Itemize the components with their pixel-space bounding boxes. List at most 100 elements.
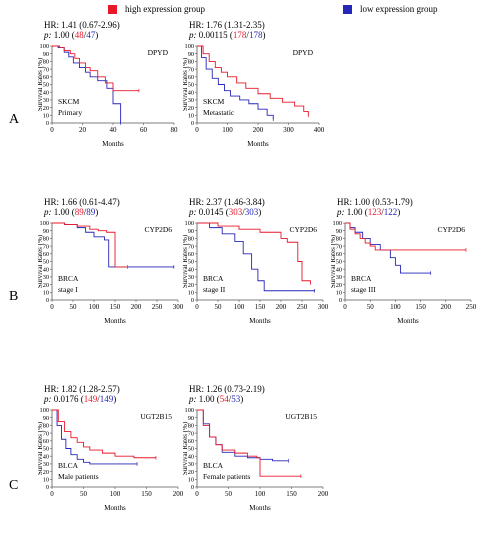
p-label: p: xyxy=(337,207,345,217)
x-tick-label: 150 xyxy=(286,490,297,498)
km-panel-5: HR: 1.00 (0.53-1.79) p: 1.00 (123/122) 0 10… xyxy=(331,197,481,332)
high-survival-curve xyxy=(52,222,128,268)
y-tick-label: 40 xyxy=(43,453,49,460)
x-tick-label: 50 xyxy=(70,303,78,311)
p-value-line: p: 0.0145 (303/303) xyxy=(189,207,261,217)
x-axis-label: Months xyxy=(104,504,126,512)
y-tick-label: 10 xyxy=(188,113,194,120)
y-tick-label: 30 xyxy=(43,97,49,104)
y-tick-label: 50 xyxy=(43,446,49,453)
n-low: 303 xyxy=(244,207,259,217)
n-low: 149 xyxy=(99,394,114,404)
hazard-ratio: HR: 1.82 (1.28-2.57) xyxy=(44,384,120,394)
y-tick-label: 30 xyxy=(43,461,49,468)
y-tick-label: 50 xyxy=(43,259,49,266)
y-tick-label: 60 xyxy=(188,438,194,445)
p-value: 0.00115 ( xyxy=(196,30,233,40)
x-axis-label: Months xyxy=(249,504,271,512)
cohort-label: BRCA xyxy=(351,274,372,283)
y-tick-label: 90 xyxy=(188,51,194,58)
low-survival-curve xyxy=(345,222,431,274)
y-tick-label: 0 xyxy=(191,120,194,127)
low-swatch xyxy=(343,4,352,14)
y-tick-label: 20 xyxy=(336,282,342,289)
y-tick-label: 30 xyxy=(188,97,194,104)
p-label: p: xyxy=(44,30,52,40)
cohort-label: BRCA xyxy=(58,274,79,283)
km-panel-6: HR: 1.82 (1.28-2.57) p: 0.0176 (149/149) 0… xyxy=(38,384,188,519)
gene-label: DPYD xyxy=(293,48,314,57)
n-low: 122 xyxy=(383,207,398,217)
gene-label: UGT2B15 xyxy=(140,412,172,421)
y-tick-label: 90 xyxy=(188,415,194,422)
x-tick-label: 50 xyxy=(367,303,375,311)
y-tick-label: 100 xyxy=(185,407,194,414)
subgroup-label: stage II xyxy=(203,285,226,294)
y-tick-label: 80 xyxy=(188,236,194,243)
n-sep: / xyxy=(83,207,87,217)
subgroup-label: Female patients xyxy=(203,472,250,481)
x-tick-label: 40 xyxy=(110,126,118,134)
y-tick-label: 100 xyxy=(40,43,49,50)
y-tick-label: 70 xyxy=(188,66,194,73)
y-tick-label: 50 xyxy=(43,82,49,89)
subgroup-label: Male patients xyxy=(58,472,99,481)
cohort-label: BLCA xyxy=(58,461,79,470)
y-tick-label: 30 xyxy=(43,274,49,281)
n-high: 89 xyxy=(74,207,84,217)
y-tick-label: 20 xyxy=(188,105,194,112)
x-tick-label: 100 xyxy=(89,303,100,311)
gene-label: CYP2D6 xyxy=(289,225,317,234)
y-tick-label: 40 xyxy=(188,453,194,460)
n-high: 48 xyxy=(74,30,84,40)
p-value-line: p: 0.0176 (149/149) xyxy=(44,394,116,404)
hazard-ratio: HR: 1.26 (0.73-2.19) xyxy=(189,384,265,394)
y-tick-label: 70 xyxy=(188,430,194,437)
y-tick-label: 80 xyxy=(188,423,194,430)
row-label-c: C xyxy=(9,478,19,493)
gene-label: UGT2B15 xyxy=(285,412,317,421)
x-axis-label: Months xyxy=(102,140,124,148)
high-survival-curve xyxy=(52,409,156,459)
y-tick-label: 0 xyxy=(46,120,49,127)
n-close: ) xyxy=(258,207,262,217)
y-tick-label: 0 xyxy=(339,297,342,304)
p-label: p: xyxy=(189,394,197,404)
y-tick-label: 80 xyxy=(43,59,49,66)
y-axis-label: Survival Rates (%) xyxy=(38,234,44,288)
y-tick-label: 10 xyxy=(43,290,49,297)
p-value: 1.00 ( xyxy=(196,394,220,404)
cohort-label: SKCM xyxy=(58,97,80,106)
p-label: p: xyxy=(189,30,197,40)
subgroup-label: Primary xyxy=(58,108,82,117)
km-panel-7: HR: 1.26 (0.73-2.19) p: 1.00 (54/53) 0 10 20… xyxy=(183,384,333,519)
n-close: ) xyxy=(262,30,266,40)
y-tick-label: 80 xyxy=(43,236,49,243)
y-axis-label: Survival Rates (%) xyxy=(331,234,337,288)
y-tick-label: 50 xyxy=(336,259,342,266)
x-tick-label: 250 xyxy=(466,303,477,311)
y-tick-label: 0 xyxy=(191,484,194,491)
x-tick-label: 0 xyxy=(195,490,199,498)
n-high: 54 xyxy=(219,394,229,404)
y-tick-label: 80 xyxy=(43,423,49,430)
n-high: 303 xyxy=(228,207,243,217)
n-close: ) xyxy=(397,207,401,217)
y-tick-label: 90 xyxy=(43,228,49,235)
low-survival-curve xyxy=(197,409,289,462)
x-tick-label: 50 xyxy=(225,490,233,498)
y-tick-label: 90 xyxy=(336,228,342,235)
y-axis-label: Survival Rates (%) xyxy=(183,234,189,288)
x-tick-label: 80 xyxy=(171,126,179,134)
legend-high-label: high expression group xyxy=(125,4,205,14)
x-tick-label: 250 xyxy=(297,303,308,311)
p-value-line: p: 1.00 (123/122) xyxy=(337,207,400,217)
x-tick-label: 250 xyxy=(152,303,163,311)
hazard-ratio: HR: 1.41 (0.67-2.96) xyxy=(44,20,120,30)
x-tick-label: 150 xyxy=(110,303,121,311)
legend-low: low expression group xyxy=(343,4,438,14)
